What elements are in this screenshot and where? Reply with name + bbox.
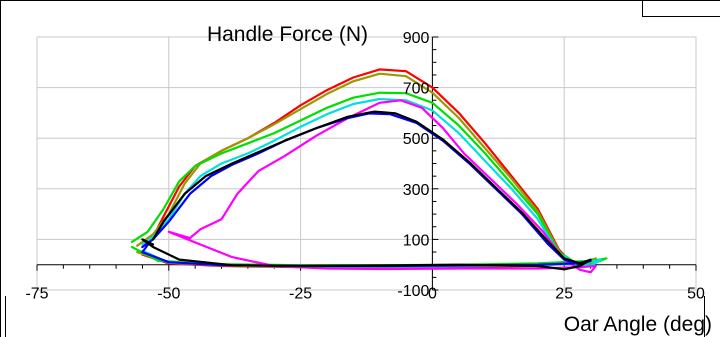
x-tick-label: 50: [687, 286, 705, 303]
y-tick-label: 900: [403, 30, 430, 47]
series-line-7: [141, 110, 592, 271]
series-line-5: [167, 99, 597, 274]
series-line-2: [136, 72, 597, 268]
y-tick-label: 100: [403, 232, 430, 249]
plot-border: [36, 36, 697, 291]
series-line-4: [141, 97, 603, 268]
x-tick-label: 0: [428, 286, 437, 303]
series-group: [130, 68, 608, 274]
x-tick-label: 25: [555, 286, 573, 303]
x-axis-label: Oar Angle (deg): [564, 313, 712, 336]
x-tick-label: -50: [157, 286, 180, 303]
x-tick-label: -75: [25, 286, 48, 303]
y-tick-label: 300: [403, 182, 430, 199]
x-tick-label: -25: [289, 286, 312, 303]
tick-labels: -75 -50 -25 0 25 50 -100 100 300 500 700 900: [25, 30, 705, 303]
axes: [36, 36, 697, 291]
y-tick-label: -100: [397, 283, 429, 300]
y-tick-label: 700: [403, 81, 430, 98]
series-line-1: [141, 68, 597, 269]
y-tick-label: 500: [403, 131, 430, 148]
y-axis-label: Handle Force (N): [207, 23, 368, 46]
grid: [36, 36, 697, 291]
